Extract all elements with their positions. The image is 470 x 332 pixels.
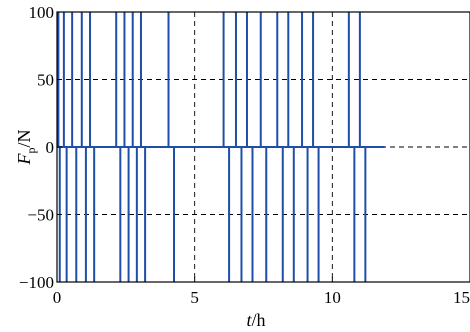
x-tick-label: 5 xyxy=(190,288,199,307)
x-axis-label: t/h xyxy=(246,310,265,330)
tick-layer: 0 5 10 15 −100 −50 0 50 100 xyxy=(19,3,470,307)
axis-labels: Fp/N t/h xyxy=(14,129,266,330)
y-tick-label: 100 xyxy=(29,3,55,22)
y-tick-label: 50 xyxy=(37,71,54,90)
x-tick-label: 10 xyxy=(324,288,341,307)
series-line xyxy=(57,12,385,282)
series-layer xyxy=(57,12,385,282)
y-tick-label: 0 xyxy=(46,138,55,157)
y-tick-label: −100 xyxy=(19,273,54,292)
y-tick-label: −50 xyxy=(27,206,54,225)
y-axis-label: Fp/N xyxy=(14,129,38,165)
x-tick-label: 0 xyxy=(53,288,62,307)
x-tick-label: 15 xyxy=(453,288,470,307)
